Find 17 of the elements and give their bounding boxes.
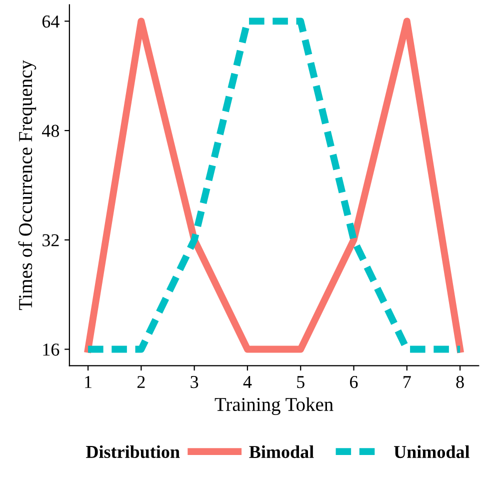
y-axis-title: Times of Occurrence Frequency bbox=[18, 60, 36, 310]
legend-label: Bimodal bbox=[249, 445, 314, 458]
y-tick-label: 48 bbox=[42, 124, 60, 137]
x-tick-label: 1 bbox=[85, 376, 92, 388]
x-tick-label: 7 bbox=[404, 376, 411, 388]
legend-label: Unimodal bbox=[394, 445, 470, 458]
legend-title: Distribution bbox=[86, 445, 180, 458]
x-tick-label: 8 bbox=[456, 376, 464, 388]
y-tick-label: 64 bbox=[42, 15, 60, 28]
y-tick-label: 16 bbox=[43, 344, 60, 356]
y-tick-label: 32 bbox=[42, 234, 59, 246]
x-axis-title: Training Token bbox=[214, 397, 334, 416]
x-tick-label: 6 bbox=[350, 376, 358, 388]
x-tick-label: 2 bbox=[137, 376, 145, 388]
x-tick-label: 5 bbox=[297, 376, 304, 388]
x-tick-label: 4 bbox=[243, 376, 252, 388]
x-tick-label: 3 bbox=[190, 376, 198, 388]
